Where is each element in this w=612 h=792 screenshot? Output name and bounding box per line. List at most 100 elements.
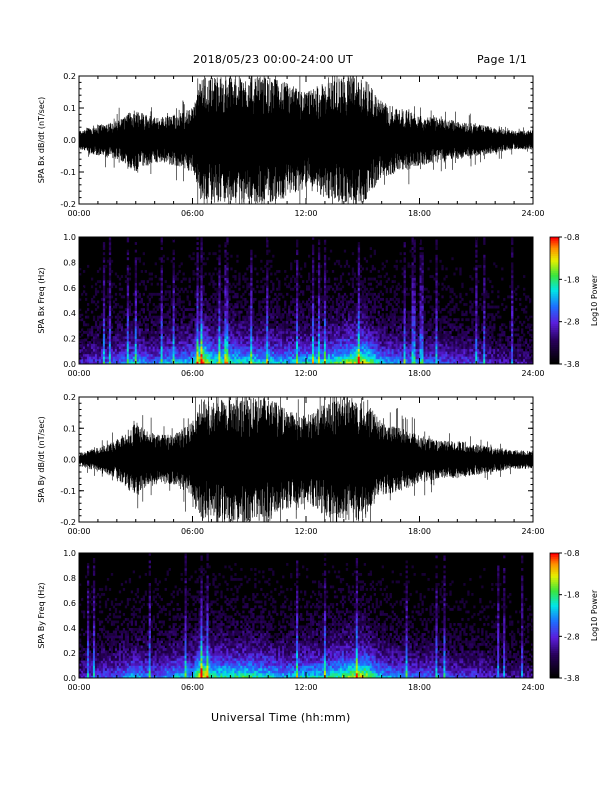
heatmap-cell (363, 325, 367, 329)
heatmap-cell (290, 348, 293, 352)
heatmap-cell (319, 346, 323, 350)
heatmap-cell (379, 290, 382, 294)
heatmap-cell (138, 343, 142, 347)
heatmap-cell (118, 346, 122, 350)
heatmap-cell (248, 320, 251, 324)
heatmap-cell (164, 348, 167, 352)
heatmap-cell (184, 308, 187, 311)
heatmap-cell (248, 292, 251, 296)
heatmap-cell (196, 247, 199, 250)
heatmap-cell (417, 330, 420, 334)
heatmap-cell (126, 282, 130, 286)
heatmap-cell (349, 338, 353, 342)
heatmap-cell (411, 242, 414, 245)
heatmap-cell (150, 328, 153, 332)
heatmap-cell (274, 361, 277, 365)
heatmap-cell (264, 323, 267, 327)
heatmap-cell (327, 280, 331, 284)
heatmap-cell (311, 295, 315, 299)
heatmap-cell (413, 310, 416, 314)
heatmap-cell (331, 295, 335, 299)
heatmap-cell (242, 353, 245, 357)
heatmap-cell (375, 328, 378, 332)
heatmap-cell (168, 338, 171, 342)
heatmap-cell (188, 280, 191, 284)
heatmap-cell (188, 333, 191, 337)
heatmap-cell (200, 343, 203, 347)
heatmap-cell (80, 356, 84, 360)
heatmap-cell (170, 358, 173, 362)
heatmap-cell (361, 295, 365, 299)
heatmap-cell (162, 351, 165, 355)
heatmap-cell (160, 343, 163, 347)
heatmap-cell (361, 310, 365, 314)
heatmap-cell (272, 330, 275, 334)
heatmap-cell (86, 328, 90, 332)
heatmap-cell (353, 320, 357, 324)
heatmap-cell (282, 348, 285, 352)
heatmap-cell (114, 315, 118, 319)
heatmap-cell (196, 275, 199, 278)
heatmap-cell (331, 351, 335, 355)
heatmap-cell (230, 361, 233, 365)
heatmap-cell (375, 280, 378, 284)
heatmap-cell (367, 282, 371, 286)
heatmap-cell (160, 333, 163, 337)
heatmap-cell (294, 320, 297, 324)
heatmap-cell (218, 295, 221, 299)
heatmap-cell (335, 323, 339, 327)
heatmap-cell (126, 292, 130, 296)
heatmap-cell (306, 285, 309, 289)
heatmap-cell (393, 356, 396, 360)
heatmap-cell (407, 315, 410, 319)
heatmap-cell (407, 353, 410, 357)
heatmap-cell (212, 282, 215, 286)
heatmap-cell (421, 318, 424, 322)
heatmap-cell (148, 351, 151, 355)
heatmap-cell (140, 346, 144, 350)
heatmap-cell (411, 353, 414, 357)
heatmap-cell (383, 323, 386, 327)
heatmap-cell (419, 338, 422, 342)
heatmap-cell (192, 333, 195, 337)
heatmap-cell (252, 320, 255, 324)
heatmap-cell (405, 356, 408, 360)
heatmap-cell (126, 252, 130, 256)
heatmap-cell (104, 351, 108, 355)
heatmap-cell (136, 346, 140, 350)
heatmap-cell (194, 361, 197, 365)
heatmap-cell (357, 277, 361, 281)
heatmap-cell (168, 290, 171, 294)
heatmap-cell (84, 346, 88, 350)
heatmap-cell (246, 358, 249, 362)
heatmap-cell (246, 346, 249, 350)
heatmap-cell (104, 325, 108, 329)
heatmap-cell (345, 341, 349, 344)
heatmap-cell (106, 330, 110, 334)
heatmap-cell (128, 353, 132, 357)
heatmap-cell (280, 343, 283, 347)
heatmap-cell (298, 292, 301, 296)
heatmap-cell (317, 333, 321, 337)
heatmap-cell (166, 313, 169, 317)
heatmap-cell (108, 264, 112, 268)
heatmap-cell (298, 348, 301, 352)
heatmap-cell (423, 323, 426, 327)
heatmap-cell (248, 338, 251, 342)
heatmap-cell (371, 353, 374, 357)
heatmap-cell (373, 315, 376, 319)
heatmap-cell (80, 292, 84, 296)
heatmap-cell (399, 333, 402, 337)
heatmap-cell (160, 239, 163, 243)
heatmap-cell (152, 353, 155, 357)
heatmap-cell (339, 300, 343, 304)
heatmap-cell (325, 325, 329, 329)
heatmap-cell (118, 287, 122, 291)
heatmap-cell (226, 315, 229, 319)
heatmap-cell (232, 358, 235, 362)
heatmap-cell (194, 272, 197, 276)
heatmap-cell (341, 295, 345, 299)
heatmap-cell (100, 315, 104, 319)
heatmap-cell (413, 320, 416, 324)
heatmap-cell (258, 310, 261, 314)
